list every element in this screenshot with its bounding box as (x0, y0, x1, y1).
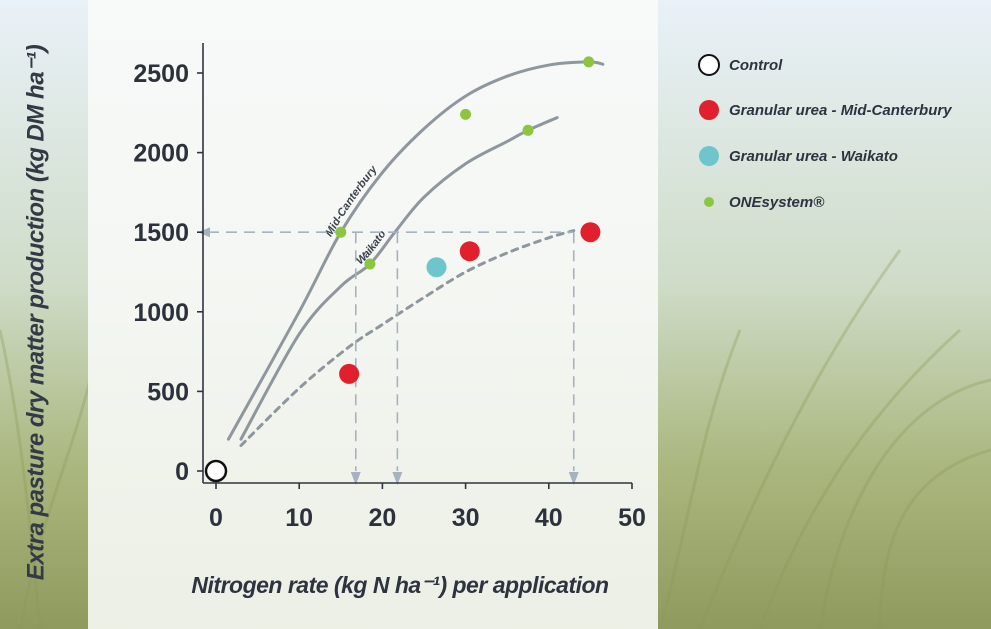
y-tick-label: 500 (147, 378, 189, 406)
reference-arrow-down (392, 472, 403, 485)
axes-layer: 0 500 1000 1500 2000 2500 0 10 20 30 40 50 (133, 43, 646, 532)
data-point-control (204, 459, 228, 483)
data-point-onesystem (335, 226, 347, 238)
reference-arrow-down (568, 472, 579, 485)
curve-mid-canterbury (226, 60, 605, 441)
data-point-granular-mid-canterbury (580, 222, 601, 243)
x-tick-label: 10 (285, 504, 313, 532)
curve-label-text: Mid-Canterbury (323, 163, 380, 239)
data-point-onesystem (364, 258, 376, 270)
x-tick-label: 0 (209, 504, 223, 532)
reference-arrow-left (198, 227, 210, 238)
data-point-granular-mid-canterbury (339, 363, 360, 384)
legend-marker-control (698, 54, 720, 76)
y-tick-label: 1000 (133, 299, 189, 327)
data-point-onesystem (583, 56, 595, 68)
x-tick-label: 50 (618, 504, 646, 532)
curve-waikato (239, 116, 559, 441)
x-tick-label: 20 (368, 504, 396, 532)
data-point-granular-mid-canterbury (459, 241, 480, 262)
legend-label: Control (729, 57, 783, 74)
y-axis-title: Extra pasture dry matter production (kg … (22, 44, 50, 581)
data-point-onesystem (460, 108, 472, 120)
y-tick-label: 1500 (133, 219, 189, 247)
y-tick-label: 2500 (133, 60, 189, 88)
points-layer (204, 56, 601, 483)
reference-arrow-down (350, 472, 361, 485)
y-tick-label: 0 (175, 458, 189, 486)
curve-label-mid-canterbury: Mid-Canterbury (323, 163, 380, 239)
x-tick-label: 30 (452, 504, 480, 532)
legend-label: Granular urea - Waikato (729, 148, 898, 165)
legend-marker-granular-waikato (699, 146, 719, 166)
x-axis-title: Nitrogen rate (kg N ha⁻¹) per applicatio… (191, 572, 609, 598)
data-point-onesystem (522, 124, 534, 136)
data-point-granular-waikato (426, 257, 447, 278)
x-tick-label: 40 (535, 504, 563, 532)
legend-marker-granular-mid-canterbury (699, 100, 719, 120)
reference-lines-layer (198, 227, 579, 485)
legend-label: ONEsystem® (729, 194, 825, 211)
curve-dashed (239, 229, 576, 448)
legend-label: Granular urea - Mid-Canterbury (729, 102, 952, 119)
legend-marker-onesystem (704, 197, 714, 207)
y-tick-label: 2000 (133, 140, 189, 168)
